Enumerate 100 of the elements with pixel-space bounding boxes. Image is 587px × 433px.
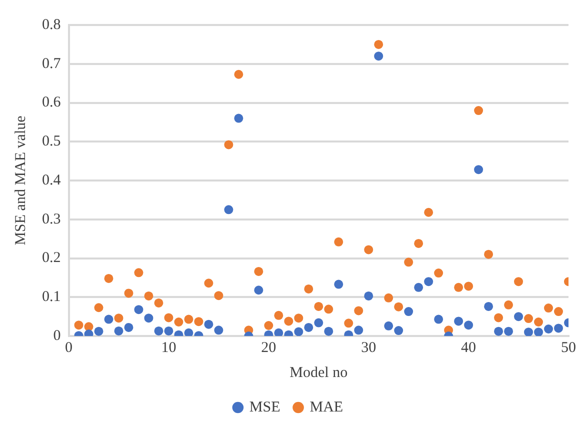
point (494, 326, 504, 336)
point (94, 326, 104, 336)
point (144, 291, 154, 300)
y-tick-label: 0.4 (42, 172, 62, 188)
x-tick-label: 20 (261, 340, 276, 356)
point (464, 320, 474, 330)
point (354, 306, 364, 316)
legend-label: MSE (249, 399, 280, 416)
point (434, 268, 444, 278)
point (424, 277, 434, 286)
point (504, 326, 514, 336)
y-axis-title: MSE and MAE value (12, 115, 29, 246)
point (534, 318, 544, 327)
point (274, 310, 284, 320)
x-tick-label: 0 (65, 340, 72, 356)
point (184, 314, 194, 324)
y-tick-label: 0.5 (42, 134, 61, 150)
point (124, 322, 134, 332)
point (284, 316, 294, 326)
point (204, 320, 214, 329)
point (404, 307, 414, 316)
point (304, 284, 314, 294)
point (304, 322, 314, 332)
point (504, 300, 514, 310)
legend-label: MAE (310, 399, 344, 416)
y-tick-label: 0.8 (42, 16, 61, 33)
point (144, 314, 154, 323)
point (254, 286, 264, 295)
point (374, 52, 384, 61)
point (524, 314, 534, 324)
point (124, 288, 134, 298)
point (104, 314, 114, 324)
point (474, 165, 484, 174)
point (224, 205, 234, 214)
point (334, 280, 344, 289)
point (114, 326, 124, 336)
point (454, 282, 464, 292)
point (374, 40, 384, 49)
point (454, 316, 464, 326)
point (134, 268, 144, 278)
point (254, 266, 264, 276)
point (224, 140, 234, 150)
point (194, 317, 204, 326)
point (404, 258, 414, 267)
point (364, 291, 374, 300)
point (414, 282, 424, 292)
point (74, 320, 84, 330)
point (424, 208, 434, 217)
point (384, 293, 394, 302)
point (114, 314, 124, 323)
x-tick-label: 10 (161, 340, 176, 356)
point (434, 314, 444, 324)
point (394, 302, 404, 312)
point (524, 328, 534, 336)
y-tick-label: 0.6 (42, 94, 62, 111)
point (134, 305, 144, 314)
point (324, 326, 334, 336)
point (314, 302, 324, 311)
point (474, 106, 484, 116)
point (104, 274, 114, 283)
point (484, 250, 494, 259)
point (334, 237, 344, 246)
x-tick-label: 50 (561, 340, 576, 356)
point (154, 298, 164, 308)
point (534, 328, 544, 336)
y-tick-label: 0 (53, 328, 61, 344)
point (214, 291, 224, 300)
point (294, 327, 304, 336)
point (344, 318, 354, 328)
point (414, 238, 424, 248)
x-tick-label: 30 (361, 340, 376, 356)
x-tick-label: 40 (461, 340, 476, 356)
point (234, 114, 244, 123)
point (464, 282, 474, 291)
point (364, 245, 374, 254)
y-tick-label: 0.3 (42, 211, 61, 228)
y-tick-label: 0.2 (42, 250, 61, 266)
point (324, 304, 334, 314)
point (494, 313, 504, 322)
point (274, 328, 284, 336)
point (554, 307, 564, 316)
point (164, 313, 174, 322)
x-axis-title: Model no (290, 364, 348, 381)
point (94, 303, 104, 312)
point (154, 326, 164, 336)
point (554, 324, 564, 333)
point (514, 312, 524, 322)
point (544, 324, 554, 334)
point (514, 277, 524, 286)
point (214, 326, 224, 335)
point (264, 321, 274, 330)
point (384, 321, 394, 330)
point (314, 318, 324, 328)
point (544, 304, 554, 313)
point (484, 302, 494, 311)
point (294, 314, 304, 323)
point (354, 326, 364, 335)
point (164, 326, 174, 336)
point (184, 328, 194, 336)
point (204, 278, 214, 288)
